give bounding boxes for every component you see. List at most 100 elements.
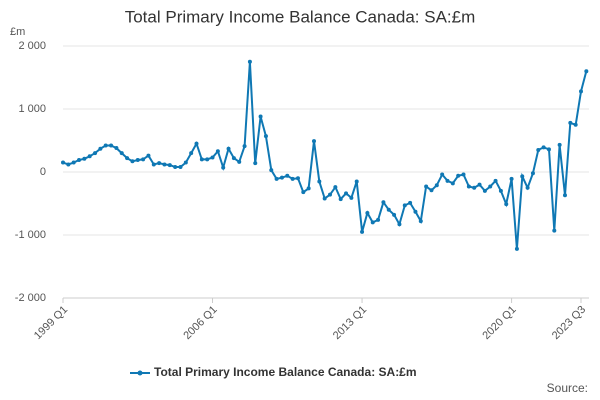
point (488, 184, 493, 189)
point (429, 188, 434, 193)
point (552, 228, 557, 233)
y-tick-label: 1 000 (18, 103, 46, 115)
point (167, 163, 172, 168)
point (381, 200, 386, 205)
point (434, 183, 439, 188)
point (258, 114, 263, 119)
point (562, 193, 567, 198)
point (413, 209, 418, 214)
point (392, 212, 397, 217)
point (328, 192, 333, 197)
point (461, 172, 466, 177)
point (141, 157, 146, 162)
y-tick-label: 2 000 (18, 40, 46, 52)
point (546, 147, 551, 152)
point (199, 157, 204, 162)
point (295, 176, 300, 181)
point (71, 160, 76, 165)
x-tick-label: 1999 Q1 (32, 304, 70, 342)
legend-label: Total Primary Income Balance Canada: SA:… (154, 365, 417, 379)
point (408, 200, 413, 205)
point (226, 146, 231, 151)
point (402, 203, 407, 208)
source: Source: (547, 381, 588, 395)
point (354, 179, 359, 184)
point (130, 159, 135, 164)
point (584, 69, 589, 74)
point (504, 202, 509, 207)
point (536, 147, 541, 152)
point (66, 162, 71, 167)
point (215, 149, 220, 154)
point (178, 164, 183, 169)
point (418, 219, 423, 224)
point (269, 168, 274, 173)
point (482, 188, 487, 193)
point (98, 146, 103, 151)
point (370, 220, 375, 225)
point (189, 151, 194, 156)
point (274, 176, 279, 181)
point (397, 222, 402, 227)
point (306, 186, 311, 191)
point (525, 185, 530, 190)
point (162, 162, 167, 167)
point (322, 196, 327, 201)
x-tick-label: 2013 Q1 (331, 304, 369, 342)
point (333, 185, 338, 190)
point (237, 159, 242, 164)
point (247, 59, 252, 64)
point (573, 122, 578, 127)
point (173, 164, 178, 169)
point (109, 143, 114, 148)
point (557, 142, 562, 147)
series-line (62, 61, 588, 249)
chart-title: Total Primary Income Balance Canada: SA:… (125, 7, 476, 26)
point (349, 195, 354, 200)
point (146, 153, 151, 158)
point (221, 165, 226, 170)
point (119, 151, 124, 156)
x-tick-label: 2006 Q1 (181, 304, 219, 342)
point (477, 182, 482, 187)
point (279, 175, 284, 180)
point (82, 156, 87, 161)
point (445, 178, 450, 183)
point (253, 161, 258, 166)
point (263, 134, 268, 139)
y-tick-label: -2 000 (15, 292, 46, 304)
point (157, 161, 162, 166)
point (93, 151, 98, 156)
y-tick-label: 0 (40, 166, 46, 178)
y-tick-label: -1 000 (15, 229, 46, 241)
point (151, 162, 156, 167)
point (450, 181, 455, 186)
point (77, 158, 82, 163)
point (440, 172, 445, 177)
point (338, 197, 343, 202)
point (125, 156, 130, 161)
point (472, 185, 477, 190)
point (424, 184, 429, 189)
y-unit: £m (10, 26, 25, 38)
point (466, 184, 471, 189)
point (541, 145, 546, 150)
point (231, 156, 236, 161)
point (301, 190, 306, 195)
point (87, 154, 92, 159)
point (498, 188, 503, 193)
x-tick-label: 2023 Q3 (550, 304, 588, 342)
point (311, 139, 316, 144)
point (183, 160, 188, 165)
point (376, 217, 381, 222)
point (514, 246, 519, 251)
point (205, 157, 210, 162)
legend-marker (137, 370, 143, 376)
point (344, 191, 349, 196)
point (210, 155, 215, 160)
point (61, 160, 65, 165)
point (360, 229, 365, 234)
point (579, 89, 583, 94)
x-tick-label: 2020 Q1 (480, 304, 518, 342)
point (194, 141, 199, 146)
